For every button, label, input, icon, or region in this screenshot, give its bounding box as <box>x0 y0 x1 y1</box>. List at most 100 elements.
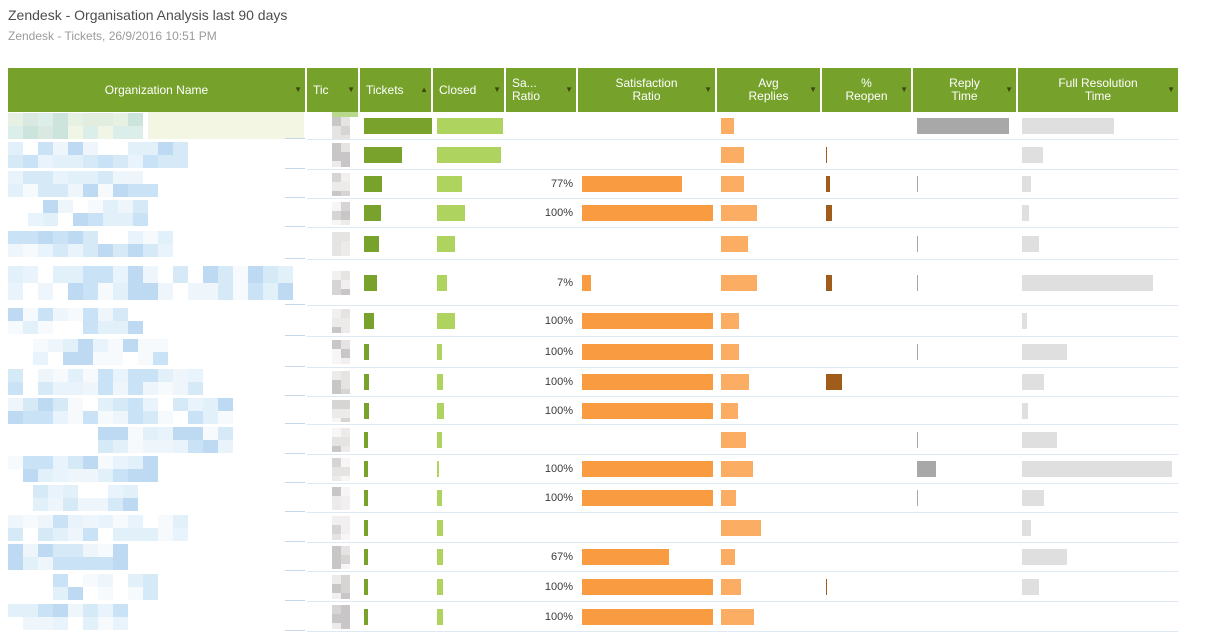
cell-avg-replies <box>717 228 822 260</box>
table-row[interactable]: 100% <box>8 199 1178 228</box>
tickets-bar <box>364 374 369 390</box>
redacted-org-name <box>8 455 307 483</box>
filter-arrow-icon[interactable]: ▼ <box>1005 85 1013 94</box>
table-row[interactable]: 67% <box>8 543 1178 572</box>
table-row[interactable] <box>8 140 1178 170</box>
closed-bar <box>437 578 443 595</box>
table-row[interactable]: 100% <box>8 397 1178 425</box>
satisfaction-bar <box>582 344 713 360</box>
cell-tic <box>307 199 360 228</box>
filter-arrow-icon[interactable]: ▼ <box>704 85 712 94</box>
column-header-org[interactable]: Organization Name ▼ <box>8 68 307 112</box>
filter-arrow-icon[interactable]: ▼ <box>900 85 908 94</box>
cell-satisfaction-ratio-value: 100% <box>506 602 578 632</box>
cell-full-resolution-time <box>1018 543 1178 572</box>
column-header-tic[interactable]: Tic ▼ <box>307 68 360 112</box>
table-row[interactable] <box>8 112 1178 140</box>
reopen-bar <box>826 176 830 192</box>
tickets-bar <box>364 402 369 419</box>
cell-satisfaction-ratio-value: 100% <box>506 484 578 513</box>
reopen-bar <box>826 374 842 390</box>
cell-full-resolution-time <box>1018 368 1178 397</box>
cell-full-resolution-time <box>1018 455 1178 484</box>
full-resolution-bar <box>1022 578 1039 595</box>
column-header-closed[interactable]: Closed ▼ <box>433 68 506 112</box>
avg-replies-bar <box>721 146 744 163</box>
redacted-org-name <box>8 484 307 512</box>
reply-time-bar <box>917 431 918 448</box>
tickets-bar <box>364 490 368 506</box>
table-row[interactable] <box>8 513 1178 543</box>
full-resolution-bar <box>1022 490 1044 506</box>
cell-tickets <box>360 425 433 455</box>
cell-tickets <box>360 602 433 632</box>
cell-avg-replies <box>717 140 822 170</box>
cell-organization-name <box>8 228 307 260</box>
redacted-tic-thumb <box>332 399 358 422</box>
column-header-avg_replies[interactable]: Avg Replies ▼ <box>717 68 822 112</box>
filter-arrow-icon[interactable]: ▼ <box>1167 85 1175 94</box>
column-header-satisfaction[interactable]: Satisfaction Ratio ▼ <box>578 68 717 112</box>
cell-tic <box>307 306 360 337</box>
closed-bar <box>437 344 442 360</box>
cell-reopen <box>822 170 913 199</box>
table-row[interactable]: 100% <box>8 572 1178 602</box>
cell-reopen <box>822 260 913 306</box>
redacted-org-name <box>8 368 307 396</box>
cell-tic <box>307 170 360 199</box>
avg-replies-bar <box>721 431 746 448</box>
full-resolution-bar <box>1022 549 1067 565</box>
table-row[interactable]: 7% <box>8 260 1178 306</box>
full-resolution-bar <box>1022 461 1172 477</box>
redacted-org-name <box>8 306 307 336</box>
filter-arrow-icon[interactable]: ▼ <box>809 85 817 94</box>
sort-arrow-icon[interactable]: ▲ <box>420 85 428 94</box>
org-name-pixelation <box>8 230 183 257</box>
cell-avg-replies <box>717 306 822 337</box>
cell-reply-time <box>913 455 1018 484</box>
filter-arrow-icon[interactable]: ▼ <box>347 85 355 94</box>
cell-reopen <box>822 228 913 260</box>
org-name-pixelation <box>8 544 138 570</box>
redacted-org-name <box>8 260 307 305</box>
org-name-pixelation <box>8 369 203 395</box>
redacted-org-name <box>8 337 307 367</box>
table-row[interactable]: 100% <box>8 368 1178 397</box>
column-header-tickets[interactable]: Tickets ▲ <box>360 68 433 112</box>
table-row[interactable] <box>8 228 1178 260</box>
tic-pixelation <box>332 270 358 295</box>
table-row[interactable]: 77% <box>8 170 1178 199</box>
filter-arrow-icon[interactable]: ▼ <box>493 85 501 94</box>
tickets-bar <box>364 519 368 536</box>
tickets-bar <box>364 549 368 565</box>
cell-closed <box>433 513 506 543</box>
table-row[interactable]: 100% <box>8 455 1178 484</box>
table-row[interactable]: 100% <box>8 306 1178 337</box>
column-header-sat_ratio[interactable]: Sa... Ratio ▼ <box>506 68 578 112</box>
table-row[interactable]: 100% <box>8 602 1178 632</box>
column-header-full_res[interactable]: Full Resolution Time ▼ <box>1018 68 1178 112</box>
table-row[interactable] <box>8 425 1178 455</box>
closed-bar <box>437 549 443 565</box>
cell-reopen <box>822 425 913 455</box>
table-row[interactable]: 100% <box>8 337 1178 368</box>
table-row[interactable]: 100% <box>8 484 1178 513</box>
filter-arrow-icon[interactable]: ▼ <box>565 85 573 94</box>
cell-closed <box>433 543 506 572</box>
column-label: % <box>861 76 872 90</box>
filter-arrow-icon[interactable]: ▼ <box>294 85 302 94</box>
cell-satisfaction-bar <box>578 337 717 368</box>
cell-closed <box>433 337 506 368</box>
tic-pixelation <box>332 172 358 196</box>
cell-reopen <box>822 602 913 632</box>
closed-bar <box>437 176 462 192</box>
cell-full-resolution-time <box>1018 170 1178 199</box>
column-header-reply_time[interactable]: Reply Time ▼ <box>913 68 1018 112</box>
column-header-reopen[interactable]: % Reopen ▼ <box>822 68 913 112</box>
cell-satisfaction-bar <box>578 306 717 337</box>
cell-avg-replies <box>717 484 822 513</box>
cell-tickets <box>360 306 433 337</box>
cell-reopen <box>822 455 913 484</box>
cell-avg-replies <box>717 513 822 543</box>
column-label-line2: Time <box>951 89 978 103</box>
